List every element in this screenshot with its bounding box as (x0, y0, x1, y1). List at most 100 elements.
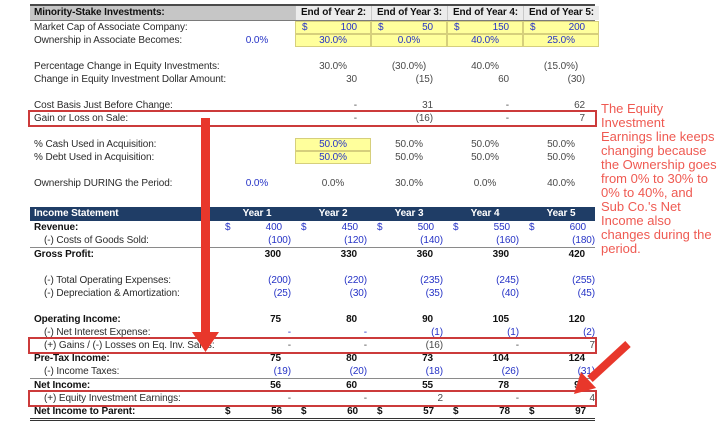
cell[interactable]: - (363, 340, 367, 351)
cell-input[interactable]: (2) (583, 327, 595, 338)
cell-input[interactable]: $500 (377, 222, 434, 233)
cell-input[interactable]: 30.0% (295, 34, 371, 47)
cell-input[interactable]: $50 (371, 21, 447, 34)
cell-label[interactable]: Gain or Loss on Sale: (34, 113, 129, 124)
cell[interactable]: 60 (346, 380, 357, 391)
cell-input[interactable]: (30) (349, 288, 367, 299)
cell-input[interactable]: $400 (225, 222, 282, 233)
cell-label[interactable]: (-) Net Interest Expense: (44, 327, 151, 338)
cell-input[interactable]: (1) (431, 327, 443, 338)
cell[interactable]: - (287, 393, 291, 404)
cell-label[interactable]: (-) Depreciation & Amortization: (44, 288, 180, 299)
col-header-year-1[interactable]: Year 1 (242, 208, 272, 219)
cell-input[interactable]: (19) (273, 366, 291, 377)
cell-label[interactable]: (-) Total Operating Expenses: (44, 275, 171, 286)
cell[interactable]: $56 (225, 406, 282, 417)
cell[interactable]: 300 (264, 249, 281, 260)
cell-label[interactable]: (+) Gains / (-) Losses on Eq. Inv. Sales… (44, 340, 215, 351)
col-header-end-of-year-4[interactable]: End of Year 4: (447, 6, 523, 20)
cell[interactable]: 7 (589, 340, 596, 351)
cell[interactable]: (15) (415, 74, 433, 85)
cell-input[interactable]: (18) (425, 366, 443, 377)
cell[interactable]: - (287, 340, 291, 351)
cell-input[interactable]: (245) (496, 275, 519, 286)
col-header-year-4[interactable]: Year 4 (470, 208, 500, 219)
cell[interactable] (219, 21, 295, 34)
cell-label[interactable]: Market Cap of Associate Company: (34, 22, 188, 33)
cell-input[interactable]: 25.0% (523, 34, 599, 47)
cell[interactable]: 40.0% (547, 178, 575, 189)
cell[interactable]: - (353, 113, 357, 124)
col-header-year-2[interactable]: Year 2 (318, 208, 348, 219)
cell-input[interactable]: 0.0% (371, 34, 447, 47)
cell[interactable]: 390 (492, 249, 509, 260)
cell[interactable]: 50.0% (471, 139, 499, 150)
cell[interactable]: 56 (270, 380, 281, 391)
cell[interactable]: 80 (346, 314, 357, 325)
col-header-year-3[interactable]: Year 3 (394, 208, 424, 219)
cell[interactable]: 124 (568, 353, 585, 364)
cell-label[interactable]: (-) Income Taxes: (44, 366, 120, 377)
cell[interactable]: 50.0% (395, 152, 423, 163)
cell-input[interactable]: (100) (268, 235, 291, 246)
cell[interactable]: 2 (437, 393, 444, 404)
cell[interactable]: $60 (301, 406, 358, 417)
cell-input[interactable]: $600 (529, 222, 586, 233)
cell[interactable] (219, 60, 295, 73)
cell[interactable]: 40.0% (471, 61, 499, 72)
cell-input[interactable]: $200 (523, 21, 599, 34)
cell-input[interactable]: (200) (268, 275, 291, 286)
cell[interactable]: - (505, 113, 509, 124)
cell[interactable]: 30.0% (319, 61, 347, 72)
cell[interactable]: 30.0% (395, 178, 423, 189)
cell[interactable]: - (505, 100, 509, 111)
cell[interactable]: $97 (529, 406, 586, 417)
cell-input[interactable]: (35) (425, 288, 443, 299)
cell-input[interactable]: - (363, 327, 367, 338)
cell[interactable]: 330 (340, 249, 357, 260)
cell[interactable] (219, 112, 295, 125)
cell-input[interactable]: 0.0% (245, 35, 269, 46)
cell[interactable]: 105 (492, 314, 509, 325)
cell-input[interactable]: (26) (501, 366, 519, 377)
cell-label[interactable]: Cost Basis Just Before Change: (34, 100, 173, 111)
section-title-minority-stake[interactable]: Minority-Stake Investments: (30, 6, 295, 20)
cell-label[interactable]: Percentage Change in Equity Investments: (34, 61, 220, 72)
cell-label[interactable]: Gross Profit: (34, 249, 94, 260)
cell[interactable]: 30 (346, 74, 357, 85)
cell[interactable]: 420 (568, 249, 585, 260)
cell[interactable]: 80 (346, 353, 357, 364)
cell-input[interactable]: 50.0% (295, 151, 371, 164)
col-header-end-of-year-3[interactable]: End of Year 3: (371, 6, 447, 20)
cell-input[interactable]: (45) (577, 288, 595, 299)
cell-label[interactable]: Change in Equity Investment Dollar Amoun… (34, 74, 227, 85)
cell-input[interactable]: $550 (453, 222, 510, 233)
cell[interactable] (219, 151, 295, 164)
cell[interactable]: 360 (416, 249, 433, 260)
cell[interactable]: 73 (422, 353, 433, 364)
cell-label[interactable]: % Debt Used in Acquisition: (34, 152, 155, 163)
cell-input[interactable]: (255) (572, 275, 595, 286)
cell-label[interactable]: (-) Costs of Goods Sold: (44, 235, 149, 246)
cell[interactable]: (15.0%) (543, 61, 579, 72)
cell-input[interactable]: $450 (301, 222, 358, 233)
cell[interactable]: - (353, 100, 357, 111)
cell[interactable]: - (515, 340, 519, 351)
cell[interactable]: - (363, 393, 367, 404)
cell-label[interactable]: Net Income to Parent: (34, 406, 136, 417)
cell[interactable]: 75 (270, 314, 281, 325)
cell-input[interactable]: (1) (507, 327, 519, 338)
cell-label[interactable]: (+) Equity Investment Earnings: (44, 393, 181, 404)
cell-label[interactable]: Operating Income: (34, 314, 121, 325)
cell-input[interactable]: (120) (344, 235, 367, 246)
cell[interactable]: 7 (579, 113, 586, 124)
cell-label[interactable]: Pre-Tax Income: (34, 353, 110, 364)
col-header-end-of-year-5[interactable]: End of Year 5: (523, 6, 599, 20)
cell-input[interactable]: $150 (447, 21, 523, 34)
cell-input[interactable]: - (287, 327, 291, 338)
cell-input[interactable]: (220) (344, 275, 367, 286)
cell-input[interactable]: (160) (496, 235, 519, 246)
cell-label[interactable]: Ownership in Associate Becomes: (34, 35, 183, 46)
cell[interactable]: 55 (422, 380, 433, 391)
cell[interactable] (219, 73, 295, 86)
